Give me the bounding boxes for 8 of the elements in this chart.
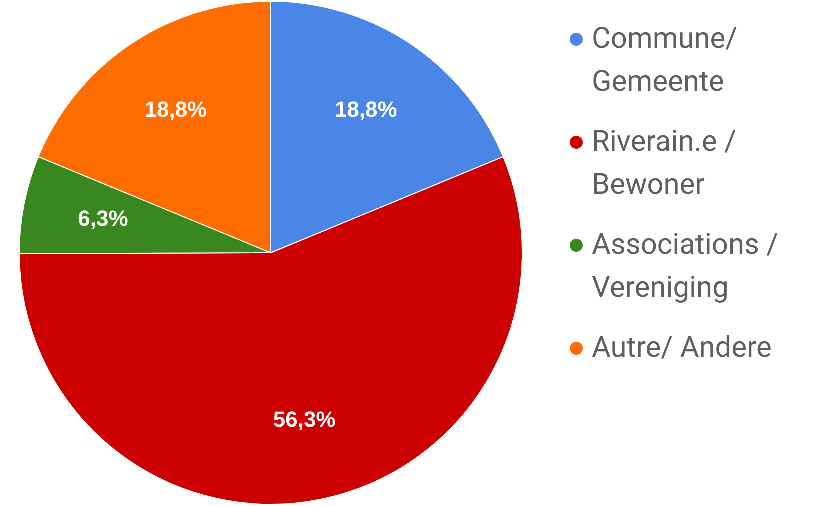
- data-label: 56,3%: [273, 406, 336, 432]
- data-label: 18,8%: [334, 96, 398, 122]
- legend-label: Commune/ Gemeente: [592, 21, 739, 101]
- data-label: 6,3%: [78, 206, 128, 232]
- legend-label: Associations / Vereniging: [592, 227, 780, 307]
- data-label: 18,8%: [144, 96, 208, 122]
- legend-label: Autre/ Andere: [592, 330, 772, 367]
- legend-label: Riverain.e / Bewoner: [592, 124, 738, 204]
